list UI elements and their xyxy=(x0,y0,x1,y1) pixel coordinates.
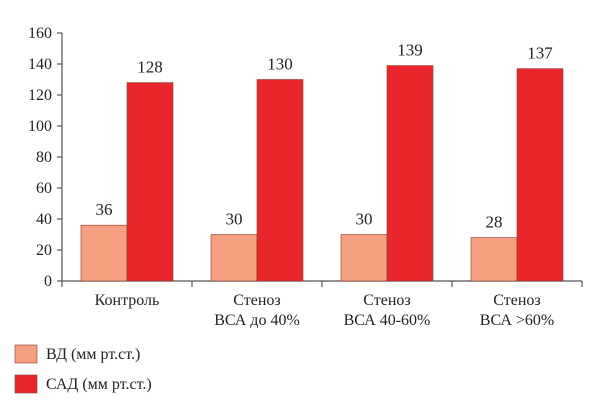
bar-series-1 xyxy=(340,234,388,282)
x-axis: Контроль Стеноз ВСА до 40% Стеноз ВСА 40-60%… xyxy=(61,280,583,329)
data-label-series-1: 30 xyxy=(226,210,243,229)
y-tick-label: 0 xyxy=(44,273,52,290)
data-label-series-2: 137 xyxy=(527,44,553,63)
x-category-label: Контроль xyxy=(95,292,160,309)
data-label-series-1: 28 xyxy=(486,213,503,232)
y-tick-label: 20 xyxy=(36,242,52,259)
y-tick-label: 40 xyxy=(36,211,52,228)
x-category-label: Стеноз ВСА 40-60% xyxy=(344,292,431,329)
data-label-series-2: 139 xyxy=(397,41,423,60)
legend-swatch-series-1 xyxy=(14,344,38,364)
bar-series-1 xyxy=(210,234,258,282)
bar-series-2 xyxy=(516,68,564,282)
data-label-series-2: 128 xyxy=(137,58,163,77)
bar-series-1 xyxy=(470,237,518,282)
legend-label-series-1: ВД (мм рт.ст.) xyxy=(46,346,140,363)
x-category-label: Стеноз ВСА >60% xyxy=(480,292,554,329)
y-tick-label: 120 xyxy=(28,87,52,104)
y-tick-label: 140 xyxy=(28,56,52,73)
data-label-series-2: 130 xyxy=(267,55,293,74)
y-tick-label: 100 xyxy=(28,118,52,135)
y-axis: 0 20 40 60 80 100 120 140 160 xyxy=(28,25,63,290)
bar-series-1 xyxy=(80,224,128,282)
y-tick-label: 160 xyxy=(28,25,52,42)
legend: ВД (мм рт.ст.) САД (мм рт.ст.) xyxy=(14,344,152,394)
data-labels: 36 30 30 28 128 130 139 137 xyxy=(96,41,554,232)
bars xyxy=(80,65,564,282)
legend-swatch-series-2 xyxy=(14,374,38,394)
y-tick-label: 60 xyxy=(36,180,52,197)
data-label-series-1: 30 xyxy=(356,210,373,229)
x-category-label: Стеноз ВСА до 40% xyxy=(214,292,300,329)
data-label-series-1: 36 xyxy=(96,200,113,219)
bar-series-2 xyxy=(126,82,174,282)
y-tick-label: 80 xyxy=(36,149,52,166)
legend-label-series-2: САД (мм рт.ст.) xyxy=(46,376,152,393)
bar-series-2 xyxy=(386,65,434,282)
bar-series-2 xyxy=(256,79,304,282)
